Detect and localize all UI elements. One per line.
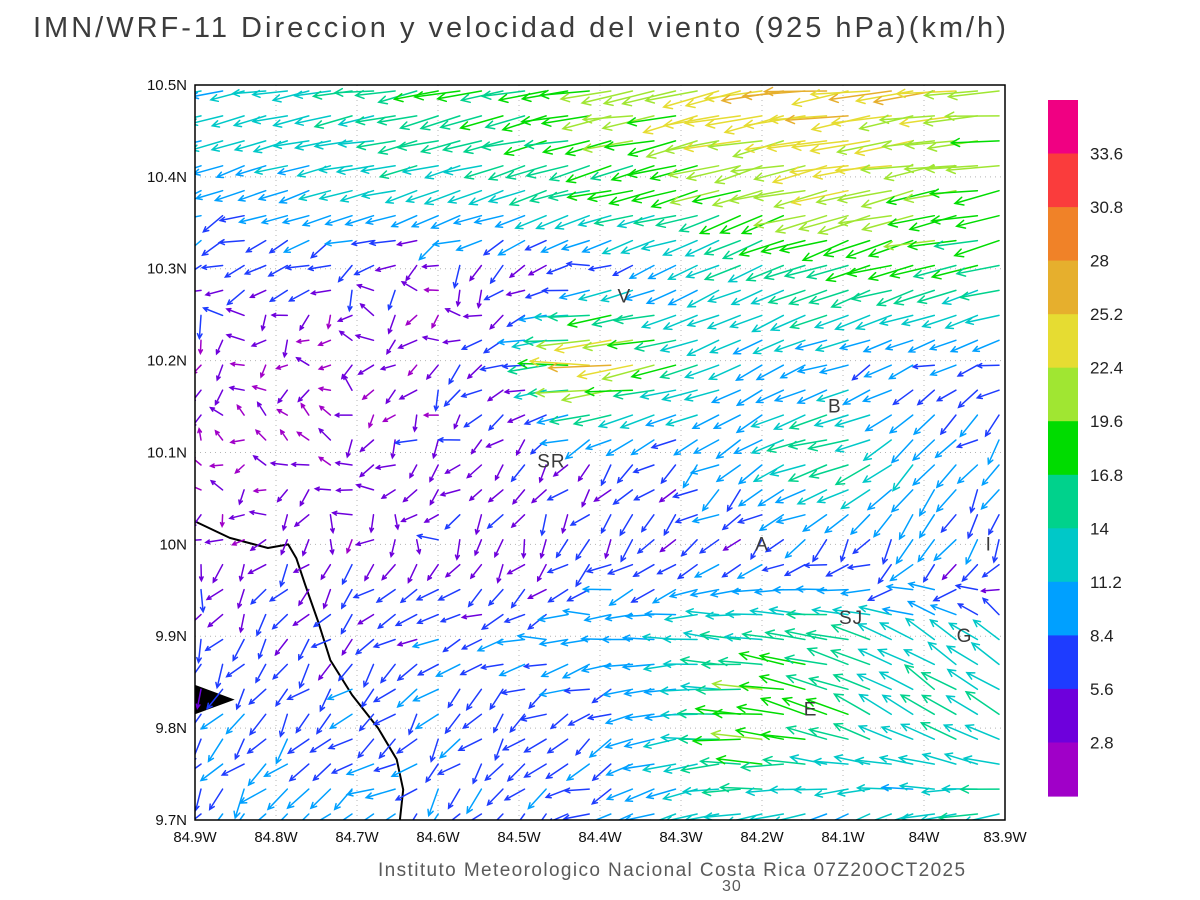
plot-border [194,84,1006,821]
svg-text:84.1W: 84.1W [821,829,865,846]
svg-text:84.8W: 84.8W [254,829,298,846]
svg-text:10N: 10N [159,536,187,553]
svg-text:10.3N: 10.3N [147,261,187,278]
svg-text:8.4: 8.4 [1090,626,1114,645]
svg-text:22.4: 22.4 [1090,359,1123,378]
svg-text:28: 28 [1090,252,1109,271]
station-label-g: G [957,626,973,647]
svg-text:5.6: 5.6 [1090,680,1114,699]
svg-text:10.4N: 10.4N [147,169,187,186]
svg-text:9.9N: 9.9N [155,628,187,645]
svg-text:33.6: 33.6 [1090,145,1123,164]
svg-text:16.8: 16.8 [1090,466,1123,485]
svg-text:84.6W: 84.6W [416,829,460,846]
figure-caption: Instituto Meteorologico Nacional Costa R… [378,860,967,881]
station-label-b: B [828,397,842,418]
figure-title: IMN/WRF-11 Direccion y velocidad del vie… [33,12,1009,44]
svg-text:84.7W: 84.7W [335,829,379,846]
svg-text:9.8N: 9.8N [155,720,187,737]
colorbar-labels: 33.6 30.8 28 25.2 22.4 19.6 16.8 14 11.2 8.4 5.6 2.… [1090,145,1123,753]
svg-text:84.2W: 84.2W [740,829,784,846]
svg-text:84W: 84W [909,829,941,846]
station-label-a: A [755,534,769,555]
colorbar: 33.6 30.8 28 25.2 22.4 19.6 16.8 14 11.2 8.4 5.6 2.… [1048,100,1123,797]
axis-tick-labels: 10.5N 10.4N 10.3N 10.2N 10.1N 10N 9.9N 9.8N 9.7N… [147,77,1028,846]
svg-text:2.8: 2.8 [1090,734,1114,753]
svg-text:30.8: 30.8 [1090,198,1123,217]
svg-text:83.9W: 83.9W [983,829,1027,846]
svg-text:11.2: 11.2 [1090,573,1122,592]
svg-text:84.9W: 84.9W [173,829,217,846]
svg-text:10.1N: 10.1N [147,445,187,462]
svg-text:10.2N: 10.2N [147,353,187,370]
station-labels: V B SR A SJ G E I [537,286,992,721]
station-label-v: V [617,286,631,307]
station-label-sr: SR [537,452,565,473]
svg-text:84.3W: 84.3W [659,829,703,846]
wind-arrows [195,86,1000,820]
svg-text:25.2: 25.2 [1090,305,1123,324]
figure-footnote: 30 [722,878,742,895]
station-label-i: I [986,534,992,555]
svg-text:84.4W: 84.4W [578,829,622,846]
svg-text:9.7N: 9.7N [155,812,187,829]
svg-text:19.6: 19.6 [1090,412,1123,431]
svg-text:10.5N: 10.5N [147,77,187,94]
station-label-e: E [804,700,818,721]
svg-text:84.5W: 84.5W [497,829,541,846]
station-label-sj: SJ [839,608,863,629]
svg-text:14: 14 [1090,519,1109,538]
